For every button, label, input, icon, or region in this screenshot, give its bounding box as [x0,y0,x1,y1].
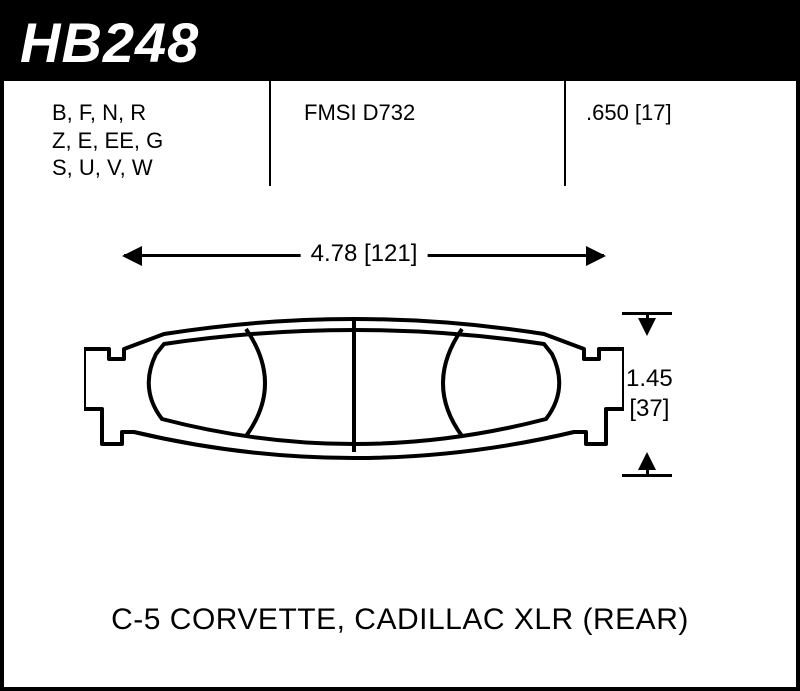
diagram-area: 4.78 [121] 1.45 [37] [4,214,796,594]
column-divider [564,81,566,186]
arrow-left-icon [122,246,142,266]
compounds-line: B, F, N, R [52,99,242,127]
height-dimension: 1.45 [37] [622,312,752,482]
width-dimension: 4.78 [121] [124,226,604,266]
part-number: HB248 [20,10,796,75]
arrow-down-icon [638,318,656,336]
dimension-tick [622,474,672,477]
width-value: 4.78 [121] [301,240,428,268]
application-label: C-5 CORVETTE, CADILLAC XLR (REAR) [4,603,796,637]
header-bar: HB248 [4,4,796,81]
compounds-line: Z, E, EE, G [52,127,242,155]
brake-pad-outline [84,304,624,504]
compounds-column: B, F, N, R Z, E, EE, G S, U, V, W [52,99,242,182]
arrow-right-icon [586,246,606,266]
height-inches: 1.45 [626,364,673,394]
height-value: 1.45 [37] [626,364,673,424]
height-mm: [37] [626,394,673,424]
fmsi-column: FMSI D732 [304,99,524,127]
thickness-value: .650 [17] [586,99,756,127]
fmsi-code: FMSI D732 [304,99,524,127]
spec-sheet: HB248 B, F, N, R Z, E, EE, G S, U, V, W … [0,0,800,691]
info-row: B, F, N, R Z, E, EE, G S, U, V, W FMSI D… [4,81,796,191]
compounds-line: S, U, V, W [52,154,242,182]
column-divider [269,81,271,186]
thickness-column: .650 [17] [586,99,756,127]
